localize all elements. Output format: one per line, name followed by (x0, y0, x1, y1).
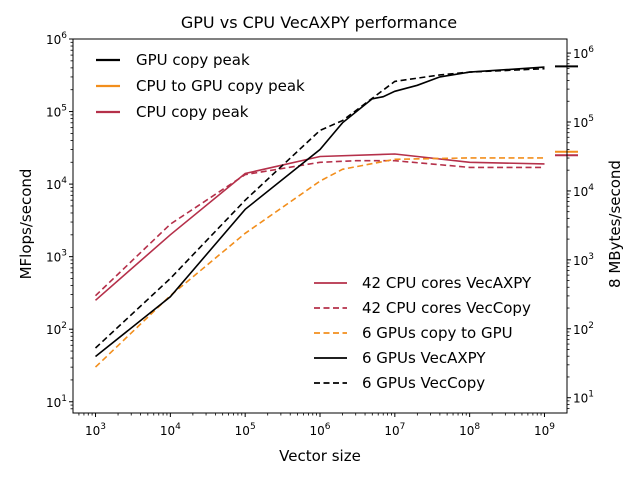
y2-tick-label: 102 (573, 321, 594, 337)
y2-tick-label: 106 (573, 45, 594, 61)
y-tick-label: 106 (46, 31, 67, 47)
series-line-42-cpu-cores-veccopy (94, 159, 545, 297)
x-tick-label: 109 (534, 422, 555, 438)
y-tick-label: 102 (46, 321, 67, 337)
legend-top: GPU copy peak CPU to GPU copy peak CPU cop… (96, 51, 305, 121)
legend-bottom: 42 CPU cores VecAXPY 42 CPU cores VecCopy… (314, 274, 532, 392)
y-axis-label: MFlops/second (17, 169, 35, 280)
y-tick-label: 101 (46, 394, 67, 410)
series-line-6-gpus-veccopy (94, 67, 545, 349)
y2-tick-label: 104 (573, 183, 594, 199)
plot-frame (72, 38, 568, 414)
x-tick-label: 108 (459, 422, 480, 438)
y2-tick-label: 103 (573, 252, 594, 268)
axis-ticks: 103 104 105 106 107 108 109 101 102 103 104 105 106 1… (46, 31, 594, 438)
x-tick-label: 104 (160, 422, 181, 438)
legend-label-gpu-copy-peak: GPU copy peak (136, 51, 250, 69)
x-tick-label: 106 (309, 422, 330, 438)
y2-axis-label: 8 MBytes/second (606, 160, 624, 288)
legend-label-6-gpus-vecaxpy: 6 GPUs VecAXPY (362, 349, 486, 367)
series-line-6-gpus-copy-to-gpu (94, 157, 545, 368)
y-tick-label: 103 (46, 249, 67, 265)
x-tick-label: 107 (384, 422, 405, 438)
y2-tick-label: 105 (573, 114, 594, 130)
legend-label-42-cpu-cores-vecaxpy: 42 CPU cores VecAXPY (362, 274, 532, 292)
chart-title: GPU vs CPU VecAXPY performance (181, 13, 457, 32)
x-tick-label: 105 (235, 422, 256, 438)
legend-label-6-gpus-veccopy: 6 GPUs VecCopy (362, 374, 485, 392)
x-axis-label: Vector size (279, 447, 361, 465)
x-tick-label: 103 (85, 422, 106, 438)
legend-label-6-gpus-copy-to-gpu: 6 GPUs copy to GPU (362, 324, 513, 342)
legend-label-cpu-to-gpu-copy-peak: CPU to GPU copy peak (136, 77, 305, 95)
series-line-42-cpu-cores-vecaxpy (94, 153, 545, 301)
legend-label-42-cpu-cores-veccopy: 42 CPU cores VecCopy (362, 299, 531, 317)
y2-tick-label: 101 (573, 390, 594, 406)
series-line-6-gpus-vecaxpy (95, 66, 545, 358)
y-tick-label: 105 (46, 104, 67, 120)
y-tick-label: 104 (46, 176, 67, 192)
legend-label-cpu-copy-peak: CPU copy peak (136, 103, 249, 121)
